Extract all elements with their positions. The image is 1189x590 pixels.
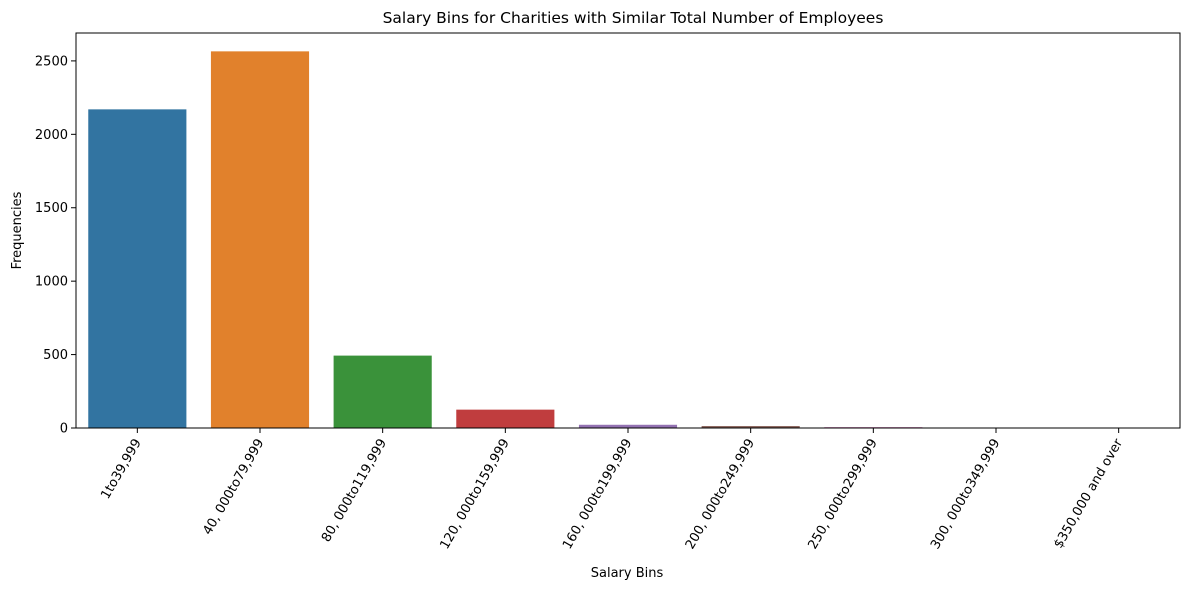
bar-4 bbox=[456, 409, 555, 428]
y-tick-label-2: 500 bbox=[43, 348, 68, 363]
x-tick-label-6: 200, 000to249,999 bbox=[683, 437, 758, 552]
x-tick-label-2: 40, 000to79,999 bbox=[200, 437, 267, 538]
x-tick-label-4: 120, 000to159,999 bbox=[437, 437, 512, 552]
x-tick-label-5: 160, 000to199,999 bbox=[560, 437, 635, 552]
y-axis-label: Frequencies bbox=[10, 191, 25, 269]
bars-layer bbox=[88, 51, 1168, 429]
bar-3 bbox=[333, 355, 432, 428]
x-tick-label-7: 250, 000to299,999 bbox=[805, 437, 880, 552]
y-tick-label-5: 2000 bbox=[35, 128, 68, 143]
chart-title: Salary Bins for Charities with Similar T… bbox=[383, 9, 884, 27]
plot-frame bbox=[75, 32, 1181, 429]
x-tick-label-9: $350,000 and over bbox=[1051, 436, 1126, 551]
bar-2 bbox=[210, 51, 310, 429]
bar-6 bbox=[701, 426, 800, 428]
y-tick-label-6: 2500 bbox=[35, 54, 68, 69]
y-tick-label-1: 0 bbox=[60, 422, 68, 437]
x-tick-label-3: 80, 000to119,999 bbox=[319, 437, 390, 545]
y-tick-label-4: 1500 bbox=[35, 201, 68, 216]
x-axis-label: Salary Bins bbox=[591, 566, 664, 581]
bar-5 bbox=[578, 424, 678, 428]
x-tick-label-1: 1to39,999 bbox=[98, 437, 144, 502]
x-tick-label-8: 300, 000to349,999 bbox=[928, 437, 1003, 552]
bar-1 bbox=[88, 109, 187, 429]
y-axis: 0 500 1000 1500 2000 2500 bbox=[35, 54, 76, 437]
y-tick-label-3: 1000 bbox=[35, 275, 68, 290]
x-axis: 1to39,999 40, 000to79,999 80, 000to119,999… bbox=[98, 428, 1126, 552]
